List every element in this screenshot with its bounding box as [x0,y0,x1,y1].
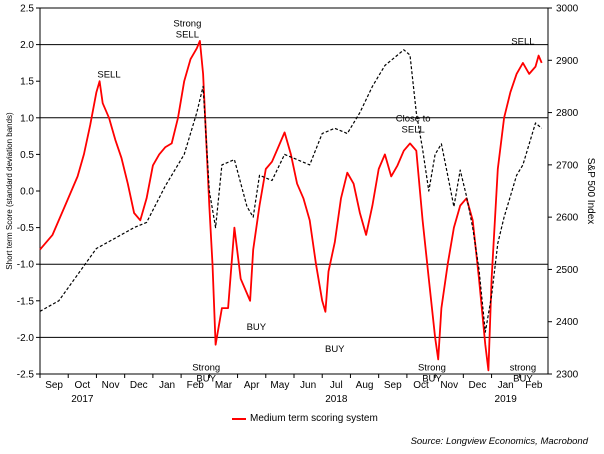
source-note: Source: Longview Economics, Macrobond [410,436,588,447]
y-left-tick-label: -2.5 [17,370,35,381]
y-left-tick-label: 0.5 [20,150,34,161]
x-year-label: 2018 [325,394,348,405]
legend: Medium term scoring system [232,413,378,424]
y-right-tick-label: 2500 [556,265,579,276]
annotation-label: Strong [418,362,446,373]
x-month-label: Jan [159,380,175,391]
annotation-label: BUY [196,373,216,384]
x-month-label: Apr [244,380,260,391]
x-month-label: Dec [130,380,148,391]
y-right-tick-label: 2600 [556,213,579,224]
y-right-tick-label: 2900 [556,56,579,67]
y-left-tick-label: 2.0 [20,40,34,51]
plot-frame [39,7,549,375]
y-right-tick-label: 2800 [556,108,579,119]
y-left-axis-label: Short term Score (standard deviation ban… [5,112,14,270]
x-month-label: Mar [215,380,233,391]
annotation-label: BUY [422,373,442,384]
y-left-tick-label: -0.5 [17,223,35,234]
annotation-label: Strong [173,18,201,29]
annotation-label: Close to [396,113,431,124]
annotation-label: Strong [192,362,220,373]
legend-swatch [232,417,246,420]
annotation-label: BUY [247,322,267,333]
x-month-label: May [270,380,289,391]
legend-label: Medium term scoring system [250,413,378,424]
x-month-label: Feb [187,380,205,391]
annotation-label: SELL [97,70,120,81]
x-month-label: Oct [75,380,91,391]
x-month-label: Sep [384,380,402,391]
y-left-tick-label: 1.5 [20,77,34,88]
scoring-series-line [39,40,543,372]
y-left-tick-label: 0.0 [20,187,34,198]
x-month-label: Nov [440,380,458,391]
y-left-tick-label: 2.5 [20,4,34,15]
y-right-tick-label: 2400 [556,317,579,328]
x-month-label: Jun [300,380,316,391]
annotation-label: SELL [511,37,534,48]
y-left-tick-label: -2.0 [17,333,35,344]
x-month-label: Oct [413,380,429,391]
x-month-label: Jul [330,380,343,391]
x-month-label: Aug [356,380,374,391]
x-month-label: Dec [469,380,487,391]
x-month-label: Jan [498,380,514,391]
y-right-axis-label: S&P 500 Index [585,158,596,225]
annotation-label: SELL [402,124,425,135]
x-month-label: Feb [525,380,543,391]
annotation-label: BUY [513,373,533,384]
y-left-tick-label: -1.5 [17,296,35,307]
annotation-label: strong [510,362,536,373]
x-month-label: Nov [102,380,120,391]
annotation-label: BUY [325,344,345,355]
y-right-tick-label: 2300 [556,370,579,381]
y-left-tick-label: -1.0 [17,260,35,271]
sp500-series-line [39,49,543,333]
x-year-label: 2019 [495,394,518,405]
x-month-label: Sep [45,380,63,391]
y-left-tick-label: 1.0 [20,113,34,124]
y-right-tick-label: 3000 [556,4,579,15]
annotation-label: SELL [176,29,199,40]
y-right-tick-label: 2700 [556,160,579,171]
x-year-label: 2017 [71,394,94,405]
